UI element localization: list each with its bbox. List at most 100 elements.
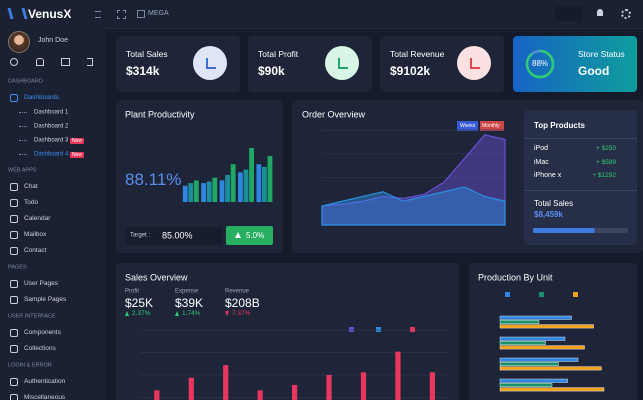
bar <box>188 183 194 202</box>
nav-item[interactable]: Contact <box>24 247 47 255</box>
up-arrow <box>235 232 241 238</box>
nav-icon <box>10 329 18 337</box>
bar <box>249 148 254 202</box>
stat-glyph <box>206 58 216 69</box>
bar <box>243 169 249 202</box>
user-name[interactable]: John Doe <box>38 36 68 44</box>
store-percent: 88% <box>531 59 549 69</box>
brand: VenusX <box>28 6 72 21</box>
bell-icon[interactable] <box>597 9 603 16</box>
nav-item[interactable]: Dashboards <box>24 94 60 102</box>
nav-item[interactable]: Components <box>24 329 61 337</box>
section-title: LOGIN & ERROR <box>8 362 52 369</box>
metric-label: Expense <box>175 288 199 295</box>
change-button[interactable] <box>226 226 273 245</box>
nav-icon <box>10 183 18 191</box>
trend-arrow <box>125 311 129 316</box>
nav-item[interactable]: Collections <box>24 345 56 353</box>
bar <box>257 390 263 400</box>
total-value: $8,459k <box>534 210 563 220</box>
nav-item[interactable]: Chat <box>24 183 38 191</box>
metric-value: $39K <box>175 295 204 310</box>
trend-arrow <box>225 311 229 316</box>
bar <box>429 372 435 400</box>
settings-icon[interactable] <box>621 9 631 19</box>
bar <box>182 185 188 202</box>
nav-item[interactable]: User Pages <box>24 280 58 288</box>
nav-icon <box>10 231 18 239</box>
bar <box>499 336 566 341</box>
legend-swatch <box>539 292 544 297</box>
nav-subitem[interactable]: Dashboard 1 <box>34 109 69 116</box>
bar <box>395 351 401 400</box>
tab-label[interactable]: Monthly <box>482 123 500 129</box>
apps-icon[interactable] <box>137 10 145 18</box>
nav-subitem[interactable]: Dashboard 3 <box>34 137 69 144</box>
nav-icon <box>10 345 18 353</box>
nav-icon <box>10 296 18 304</box>
divider <box>524 190 637 191</box>
product-name: iMac <box>534 158 549 166</box>
nav-icon <box>10 394 18 400</box>
legend-swatch <box>376 327 381 332</box>
logout-icon[interactable] <box>87 58 93 66</box>
tab[interactable] <box>480 121 504 131</box>
bar <box>238 172 243 202</box>
nav-dots <box>19 112 27 113</box>
fullscreen-icon[interactable] <box>117 10 126 19</box>
search-icon[interactable] <box>10 58 18 66</box>
stat-icon <box>193 46 227 80</box>
topbar <box>106 0 643 29</box>
bar <box>326 375 332 400</box>
section-title: WEB APPS <box>8 167 37 174</box>
bar <box>499 366 602 371</box>
bar <box>206 181 212 202</box>
card-title: Sales Overview <box>125 272 188 283</box>
nav-item[interactable]: Authentication <box>24 378 66 386</box>
metric-value: $208B <box>225 295 260 310</box>
bar <box>230 164 236 202</box>
stat-label: Total Sales <box>126 48 168 59</box>
trend-arrow <box>175 311 179 316</box>
nav-icon <box>10 199 18 207</box>
notify-icon[interactable] <box>36 58 44 66</box>
product-name: iPod <box>534 144 549 152</box>
nav-item[interactable]: Todo <box>24 199 39 207</box>
target-label: Target : <box>130 232 151 239</box>
production-card <box>469 263 637 400</box>
nav-item[interactable]: Sample Pages <box>24 296 67 304</box>
tab[interactable] <box>457 121 478 131</box>
search[interactable] <box>555 6 583 21</box>
card-title: Production By Unit <box>478 272 553 283</box>
nav-subitem[interactable]: Dashboard 4 <box>34 151 69 158</box>
section-title: PAGES <box>8 264 27 271</box>
chat-icon[interactable] <box>61 58 70 66</box>
bar <box>212 177 218 202</box>
bar <box>292 384 298 400</box>
nav-item[interactable]: Mailbox <box>24 231 47 239</box>
nav-item[interactable]: Miscellaneous <box>24 394 66 400</box>
tab-label[interactable]: Weeks <box>460 123 476 129</box>
metric-change: 1.74% <box>182 310 201 318</box>
stat-value: $90k <box>258 63 285 78</box>
nav-icon <box>10 378 18 386</box>
menu-toggle[interactable] <box>95 11 101 18</box>
mega-menu[interactable]: MEGA <box>148 9 169 17</box>
bar <box>219 180 225 202</box>
nav-item[interactable]: Calendar <box>24 215 51 223</box>
store-status: Good <box>578 63 610 78</box>
change-value[interactable]: 5.0% <box>246 231 265 241</box>
avatar[interactable] <box>8 31 30 53</box>
area <box>321 186 506 226</box>
total-label: Total Sales <box>534 199 574 209</box>
bar <box>225 175 230 202</box>
stat-label: Total Revenue <box>390 48 445 59</box>
plant-value: 88.11% <box>125 169 182 189</box>
nav-subitem[interactable]: Dashboard 2 <box>34 123 69 130</box>
bar <box>360 372 367 400</box>
bar <box>154 390 160 400</box>
nav-dots <box>19 140 27 141</box>
metric-change: 2.37% <box>132 310 151 318</box>
bar <box>262 166 267 202</box>
